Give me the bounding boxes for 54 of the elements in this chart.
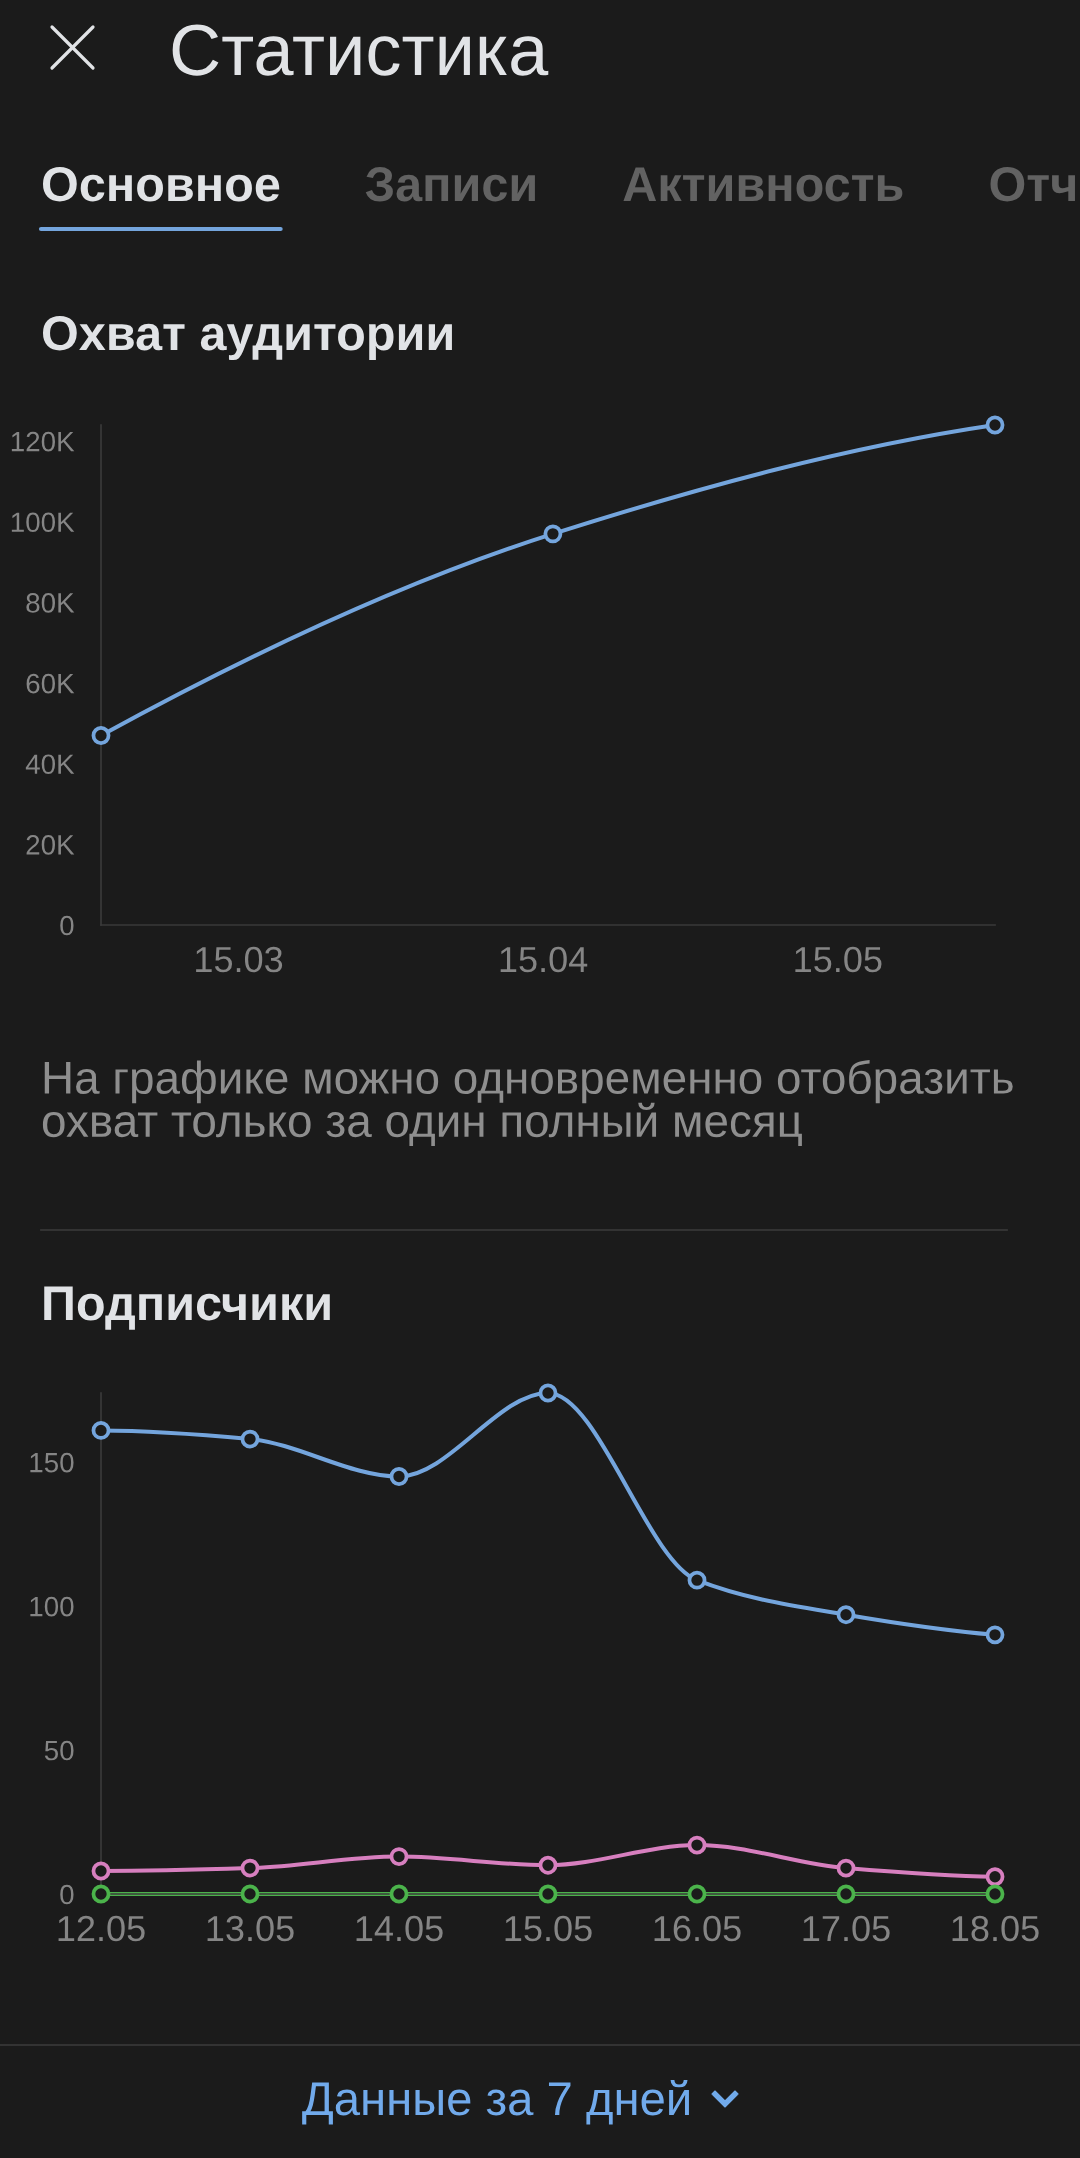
- point: [240, 1429, 260, 1449]
- point: [91, 726, 111, 745]
- y-tick-label: 40K: [25, 754, 75, 775]
- x-tick-label: 12.05: [58, 1915, 145, 1942]
- x-tick-label: 15.03: [196, 946, 283, 973]
- x-tick-label: 15.04: [500, 946, 588, 973]
- y-tick-label: 20K: [26, 835, 75, 855]
- chart-title: Подписчики: [44, 1286, 330, 1330]
- y-tick-label: 150: [30, 1452, 74, 1473]
- point: [687, 1570, 707, 1590]
- y-tick-label: 80K: [26, 593, 75, 613]
- point: [389, 1884, 409, 1904]
- y-tick-label: 100: [30, 1596, 74, 1617]
- point: [543, 524, 563, 544]
- point: [985, 1625, 1005, 1645]
- text: Записи: [365, 167, 535, 202]
- point: [91, 1884, 111, 1904]
- point: [985, 1867, 1005, 1887]
- point: [240, 1858, 260, 1878]
- x-tick-label: 16.05: [654, 1915, 741, 1942]
- y-tick-label: 50: [44, 1740, 74, 1761]
- point: [538, 1884, 558, 1904]
- point: [538, 1383, 558, 1403]
- point: [985, 1884, 1005, 1904]
- point: [389, 1847, 409, 1866]
- x-tick-label: 14.05: [356, 1915, 443, 1942]
- x-tick-label: 18.05: [952, 1915, 1039, 1942]
- y-tick-label: 100K: [11, 512, 75, 533]
- y-tick-label: 0: [60, 915, 74, 936]
- x-tick-label: 13.05: [207, 1915, 294, 1942]
- y-tick-label: 0: [60, 1884, 74, 1905]
- point: [91, 1861, 111, 1881]
- point: [240, 1884, 260, 1904]
- point: [836, 1605, 856, 1625]
- y-tick-label: 120K: [11, 431, 75, 452]
- point: [985, 415, 1005, 435]
- text: Отч: [990, 167, 1075, 202]
- chart-title: Охват аудитории: [43, 316, 452, 361]
- text: Активность: [623, 167, 903, 202]
- point: [836, 1884, 856, 1904]
- x-tick-label: 15.05: [795, 946, 882, 973]
- point: [389, 1467, 409, 1486]
- x-tick-label: 15.05: [505, 1915, 592, 1942]
- text: Статистика: [172, 24, 549, 76]
- text: Основное: [43, 167, 280, 202]
- point: [538, 1855, 558, 1875]
- text: Данные за 7 дней: [302, 2079, 689, 2125]
- text: На графике можно одновременно отобразить охват только за один полный месяц: [42, 1060, 1013, 1146]
- x-tick-label: 17.05: [803, 1915, 890, 1942]
- point: [687, 1835, 707, 1855]
- point: [91, 1421, 111, 1440]
- y-tick-label: 60K: [26, 673, 75, 694]
- point: [687, 1884, 707, 1904]
- point: [836, 1858, 856, 1878]
